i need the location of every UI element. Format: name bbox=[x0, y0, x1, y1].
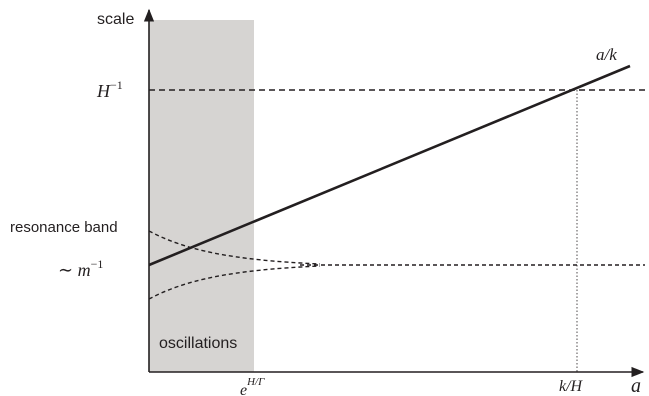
mass-scale-label: ∼ m−1 bbox=[58, 257, 103, 280]
oscillation-end-tick-label: eH/Γ bbox=[240, 376, 265, 396]
resonance-band-upper-curve bbox=[148, 230, 321, 265]
physical-wavelength-line bbox=[148, 64, 631, 267]
crossing-tick-label: k/H bbox=[559, 378, 584, 395]
oscillations-region bbox=[149, 20, 254, 372]
y-axis-label: scale bbox=[97, 11, 134, 28]
hubble-scale-label: H−1 bbox=[96, 78, 123, 101]
wavelength-line-label: a/k bbox=[596, 45, 617, 64]
oscillations-label: oscillations bbox=[159, 335, 237, 352]
resonance-band-lower-curve bbox=[148, 265, 321, 300]
x-axis-label: a bbox=[631, 375, 641, 396]
resonance-band-label: resonance band bbox=[10, 219, 118, 236]
